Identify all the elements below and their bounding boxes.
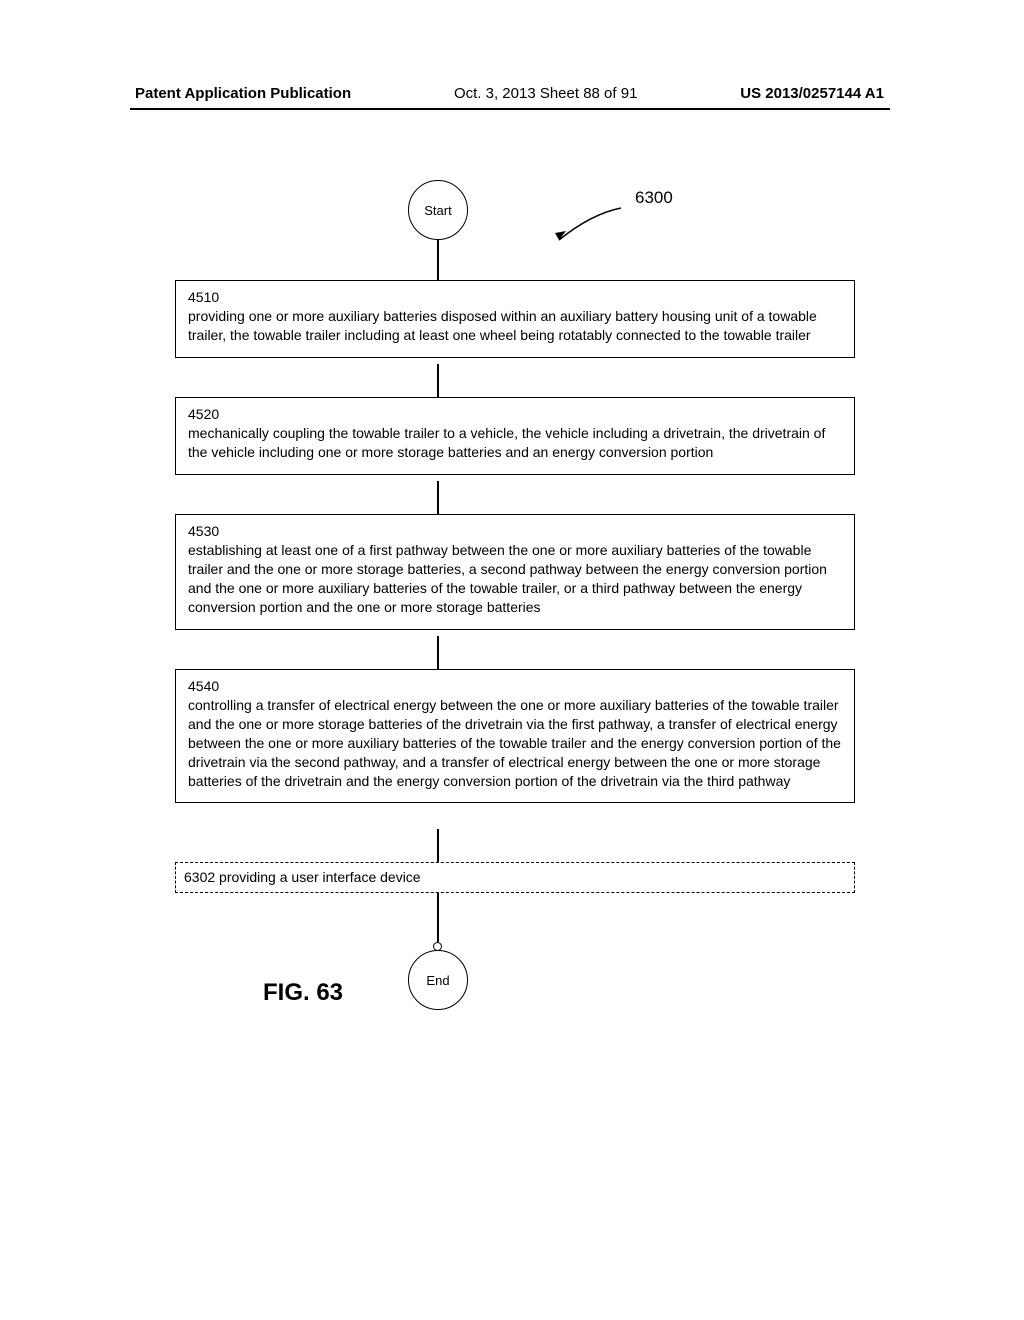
box-number: 4530	[188, 523, 842, 539]
start-label: Start	[424, 203, 451, 218]
page-header: Patent Application Publication Oct. 3, 2…	[0, 85, 1024, 102]
ref-arrow	[551, 206, 623, 244]
header-left: Patent Application Publication	[135, 85, 351, 102]
end-node: End	[408, 950, 468, 1010]
box-text: providing one or more auxiliary batterie…	[188, 307, 842, 345]
box-text: controlling a transfer of electrical ene…	[188, 696, 842, 790]
flowchart-box: 4510 providing one or more auxiliary batt…	[175, 280, 855, 358]
box-number: 4520	[188, 406, 842, 422]
ref-number: 6300	[635, 188, 673, 208]
start-node: Start	[408, 180, 468, 240]
flowchart-box: 4530 establishing at least one of a first…	[175, 514, 855, 630]
connector-line	[437, 240, 439, 280]
header-right: US 2013/0257144 A1	[740, 85, 884, 102]
connector-line	[437, 829, 439, 862]
box-text: 6302 providing a user interface device	[184, 868, 846, 887]
flowchart-box: 6302 providing a user interface device	[175, 862, 855, 893]
box-number: 4510	[188, 289, 842, 305]
box-text: mechanically coupling the towable traile…	[188, 424, 842, 462]
connector-line	[437, 364, 439, 397]
header-divider	[130, 108, 890, 110]
flowchart-box: 4540 controlling a transfer of electrical…	[175, 669, 855, 803]
connector-line	[437, 481, 439, 514]
box-text: establishing at least one of a first pat…	[188, 541, 842, 617]
flowchart-box: 4520 mechanically coupling the towable tr…	[175, 397, 855, 475]
connector-line	[437, 892, 439, 942]
connector-line	[437, 636, 439, 669]
end-label: End	[426, 973, 449, 988]
figure-label: FIG. 63	[263, 979, 343, 1007]
header-center: Oct. 3, 2013 Sheet 88 of 91	[454, 85, 637, 102]
box-number: 4540	[188, 678, 842, 694]
